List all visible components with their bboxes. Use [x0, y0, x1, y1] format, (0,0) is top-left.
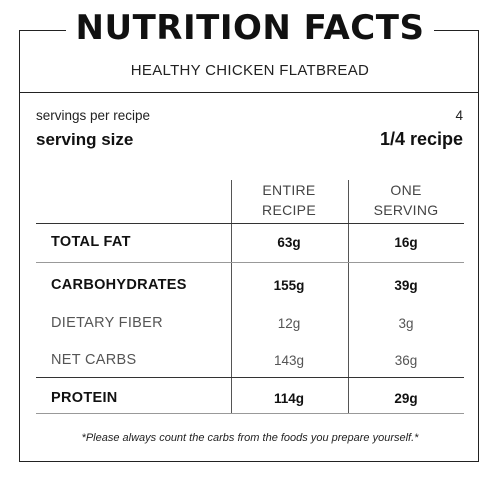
total-fat-entire: 63g: [277, 235, 301, 250]
total-fat-serving: 16g: [394, 235, 418, 250]
row-label-dietary-fiber: DIETARY FIBER: [51, 315, 163, 331]
serving-size-label: serving size: [36, 130, 134, 149]
row-divider: [36, 262, 464, 263]
column-header-one-serving: ONE SERVING: [348, 180, 464, 220]
column-header-line: ONE: [390, 182, 422, 198]
row-label-total-fat: TOTAL FAT: [51, 234, 131, 250]
recipe-name: HEALTHY CHICKEN FLATBREAD: [130, 62, 370, 79]
row-label-net-carbs: NET CARBS: [51, 352, 137, 368]
column-divider: [231, 180, 232, 413]
net-carbs-entire: 143g: [273, 353, 305, 368]
carbohydrates-entire: 155g: [273, 278, 305, 293]
servings-per-recipe-label: servings per recipe: [36, 108, 151, 123]
row-divider: [36, 413, 464, 414]
serving-size-value: 1/4 recipe: [379, 129, 463, 149]
protein-serving: 29g: [394, 391, 418, 406]
column-header-line: ENTIRE: [262, 182, 316, 198]
column-header-entire-recipe: ENTIRE RECIPE: [231, 180, 347, 220]
row-label-protein: PROTEIN: [51, 390, 118, 406]
page-title: NUTRITION FACTS: [65, 8, 435, 48]
column-header-line: SERVING: [373, 202, 439, 218]
row-divider: [36, 223, 464, 224]
net-carbs-serving: 36g: [394, 353, 418, 368]
row-divider: [36, 377, 464, 378]
footnote: *Please always count the carbs from the …: [81, 432, 419, 444]
carbohydrates-serving: 39g: [394, 278, 418, 293]
title-wrap: NUTRITION FACTS: [0, 8, 500, 48]
protein-entire: 114g: [273, 391, 305, 406]
row-label-carbohydrates: CARBOHYDRATES: [51, 277, 187, 293]
column-header-line: RECIPE: [262, 202, 316, 218]
header-divider: [19, 92, 479, 93]
servings-per-recipe-value: 4: [455, 108, 463, 123]
dietary-fiber-serving: 3g: [398, 316, 414, 331]
column-divider: [348, 180, 349, 413]
dietary-fiber-entire: 12g: [277, 316, 301, 331]
